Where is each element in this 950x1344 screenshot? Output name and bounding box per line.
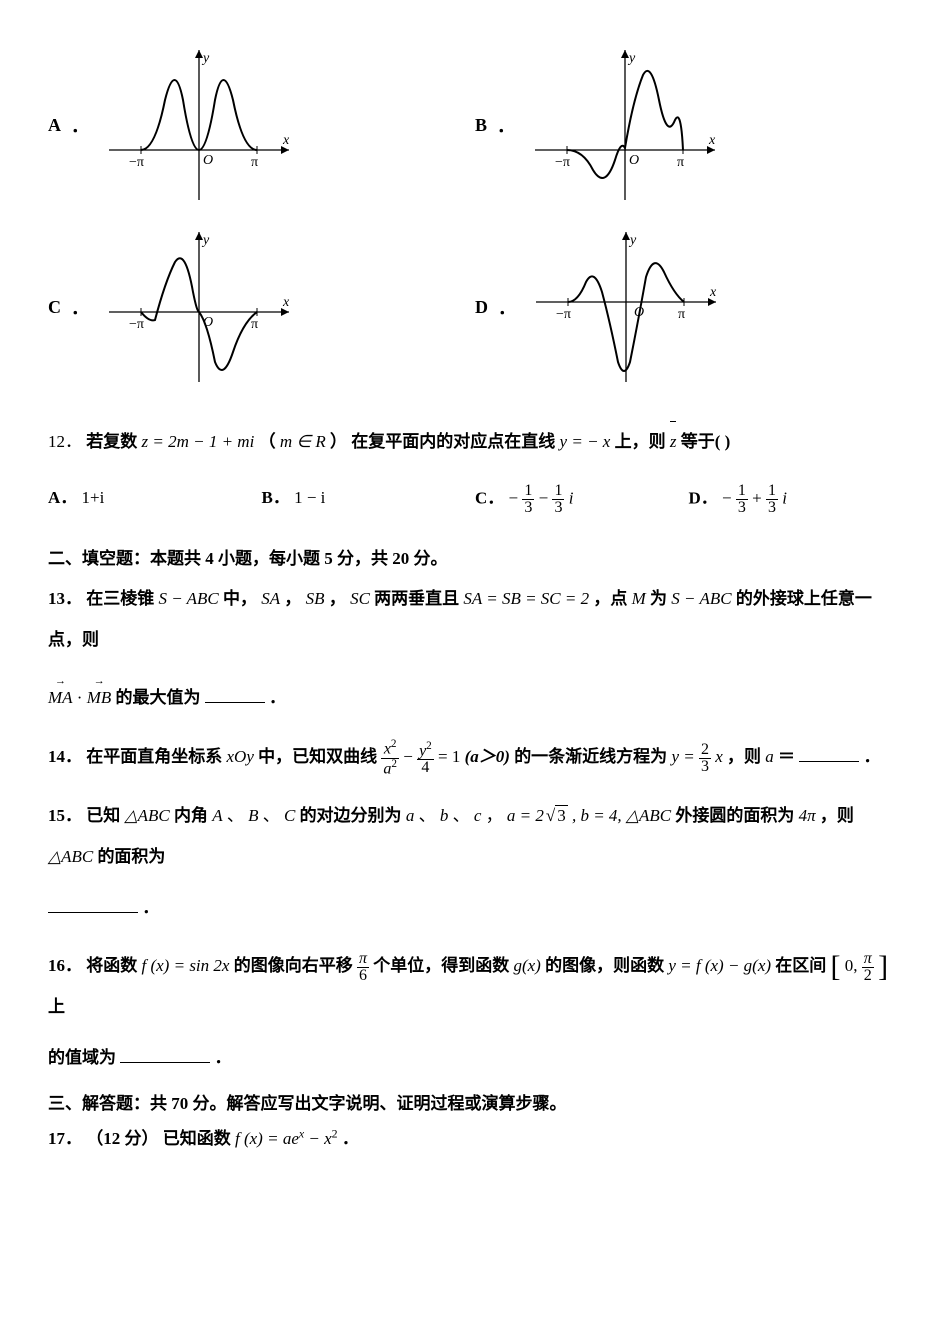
graph-row-1: A． y x O −π π B． bbox=[48, 40, 902, 210]
question-16-line2: 的值域为 ． bbox=[48, 1038, 902, 1079]
q12-opt-d: D． − 13 + 13 i bbox=[689, 483, 903, 516]
question-15: 15． 已知 △ABC 内角 A 、 B 、 C 的对边分别为 a 、 b 、 … bbox=[48, 796, 902, 878]
bracket-close: ] bbox=[878, 950, 888, 983]
svg-text:O: O bbox=[629, 153, 639, 168]
option-label-c: C bbox=[48, 297, 61, 318]
svg-text:x: x bbox=[282, 133, 290, 148]
svg-text:O: O bbox=[203, 153, 213, 168]
q12-opt-c: C． − 13 − 13 i bbox=[475, 483, 689, 516]
section-3-heading: 三、解答题：共 70 分。解答应写出文字说明、证明过程或演算步骤。 bbox=[48, 1089, 902, 1114]
svg-text:y: y bbox=[201, 51, 210, 66]
option-label-b: B bbox=[475, 115, 487, 136]
blank-16 bbox=[120, 1045, 210, 1063]
blank-14 bbox=[799, 744, 859, 762]
svg-text:π: π bbox=[251, 155, 258, 170]
q12-e1: 上，则 bbox=[615, 432, 666, 451]
q12-zbar: z bbox=[670, 422, 677, 463]
graph-cell-d: D． y x O −π π bbox=[475, 222, 902, 392]
q12-mid: 在复平面内的对应点在直线 bbox=[351, 432, 555, 451]
svg-text:−π: −π bbox=[129, 155, 144, 170]
q12-mcond: m ∈ R bbox=[280, 432, 326, 451]
q12-options: A． 1+i B． 1 − i C． − 13 − 13 i D． − 13 +… bbox=[48, 483, 902, 516]
section-2-heading: 二、填空题：本题共 4 小题，每小题 5 分，共 20 分。 bbox=[48, 544, 902, 569]
graph-a: y x O −π π bbox=[99, 40, 299, 210]
svg-text:−π: −π bbox=[556, 307, 571, 322]
svg-text:π: π bbox=[677, 155, 684, 170]
svg-text:π: π bbox=[678, 307, 685, 322]
graph-row-2: C． y x O −π π D． bbox=[48, 222, 902, 392]
question-17: 17． （12 分） 已知函数 f (x) = aex − x2 ． bbox=[48, 1120, 902, 1157]
svg-text:x: x bbox=[282, 295, 290, 310]
graph-cell-a: A． y x O −π π bbox=[48, 40, 475, 210]
option-label-a: A bbox=[48, 115, 61, 136]
q12-number: 12． bbox=[48, 432, 82, 451]
q12-e2: 等于( ) bbox=[681, 432, 731, 451]
svg-text:x: x bbox=[708, 133, 716, 148]
graph-d: y x O −π π bbox=[526, 222, 726, 392]
bracket-open: [ bbox=[831, 950, 841, 983]
q12-line: y = − x bbox=[560, 432, 611, 451]
question-15-line2: ． bbox=[48, 888, 902, 929]
blank-15 bbox=[48, 895, 138, 913]
q12-po: （ bbox=[259, 432, 276, 451]
q12-opt-b: B． 1 − i bbox=[262, 483, 476, 516]
svg-text:y: y bbox=[627, 51, 636, 66]
svg-text:y: y bbox=[201, 233, 210, 248]
svg-text:π: π bbox=[251, 317, 258, 332]
svg-text:−π: −π bbox=[129, 317, 144, 332]
graph-cell-b: B． y x O −π π bbox=[475, 40, 902, 210]
question-16: 16． 将函数 f (x) = sin 2x 的图像向右平移 π 6 个单位，得… bbox=[48, 946, 902, 1028]
question-13: 13． 在三棱锥 S − ABC 中， SA ， SB ， SC 两两垂直且 S… bbox=[48, 579, 902, 661]
q12-pc: ） bbox=[330, 432, 347, 451]
graph-b: y x O −π π bbox=[525, 40, 725, 210]
q12-opt-a: A． 1+i bbox=[48, 483, 262, 516]
question-13-line2: MA · MB 的最大值为 ． bbox=[48, 678, 902, 719]
question-14: 14． 在平面直角坐标系 xOy 中，已知双曲线 x2 a2 − y2 4 = … bbox=[48, 737, 902, 778]
graph-c: y x O −π π bbox=[99, 222, 299, 392]
svg-text:−π: −π bbox=[555, 155, 570, 170]
option-label-d: D bbox=[475, 297, 488, 318]
q12-t1: 若复数 bbox=[86, 432, 137, 451]
graph-cell-c: C． y x O −π π bbox=[48, 222, 475, 392]
question-12: 12． 若复数 z = 2m − 1 + mi （ m ∈ R ） 在复平面内的… bbox=[48, 422, 902, 463]
svg-text:y: y bbox=[628, 233, 637, 248]
q12-z: z = 2m − 1 + mi bbox=[142, 432, 255, 451]
svg-text:x: x bbox=[709, 285, 717, 300]
blank-13 bbox=[205, 685, 265, 703]
